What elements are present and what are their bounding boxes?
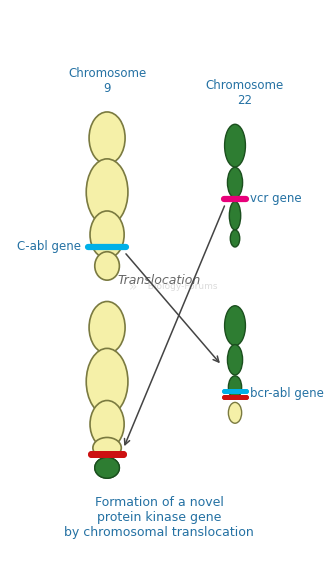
FancyArrowPatch shape: [126, 254, 219, 362]
Ellipse shape: [95, 252, 119, 280]
Ellipse shape: [93, 438, 121, 458]
Ellipse shape: [224, 125, 245, 167]
Text: »: »: [128, 280, 137, 294]
Text: Translocation: Translocation: [118, 273, 201, 286]
Ellipse shape: [90, 211, 124, 258]
Ellipse shape: [86, 349, 128, 415]
Text: C-abl gene: C-abl gene: [16, 241, 81, 254]
Ellipse shape: [229, 201, 241, 230]
Ellipse shape: [227, 345, 243, 375]
Ellipse shape: [86, 159, 128, 225]
Ellipse shape: [89, 112, 125, 164]
Ellipse shape: [228, 402, 242, 423]
Ellipse shape: [228, 376, 242, 398]
Text: Formation of a novel
protein kinase gene
by chromosomal translocation: Formation of a novel protein kinase gene…: [64, 496, 254, 539]
Text: Chromosome
22: Chromosome 22: [205, 79, 284, 108]
FancyArrowPatch shape: [125, 206, 224, 445]
Ellipse shape: [230, 230, 240, 247]
Text: bcr-abl gene: bcr-abl gene: [250, 387, 324, 400]
Ellipse shape: [224, 306, 245, 346]
Text: Biology-Forums: Biology-Forums: [142, 282, 218, 291]
Ellipse shape: [89, 302, 125, 354]
Ellipse shape: [90, 401, 124, 448]
Text: Chromosome
9: Chromosome 9: [68, 67, 146, 95]
Ellipse shape: [95, 457, 119, 478]
Text: vcr gene: vcr gene: [250, 192, 302, 205]
Ellipse shape: [227, 168, 243, 198]
